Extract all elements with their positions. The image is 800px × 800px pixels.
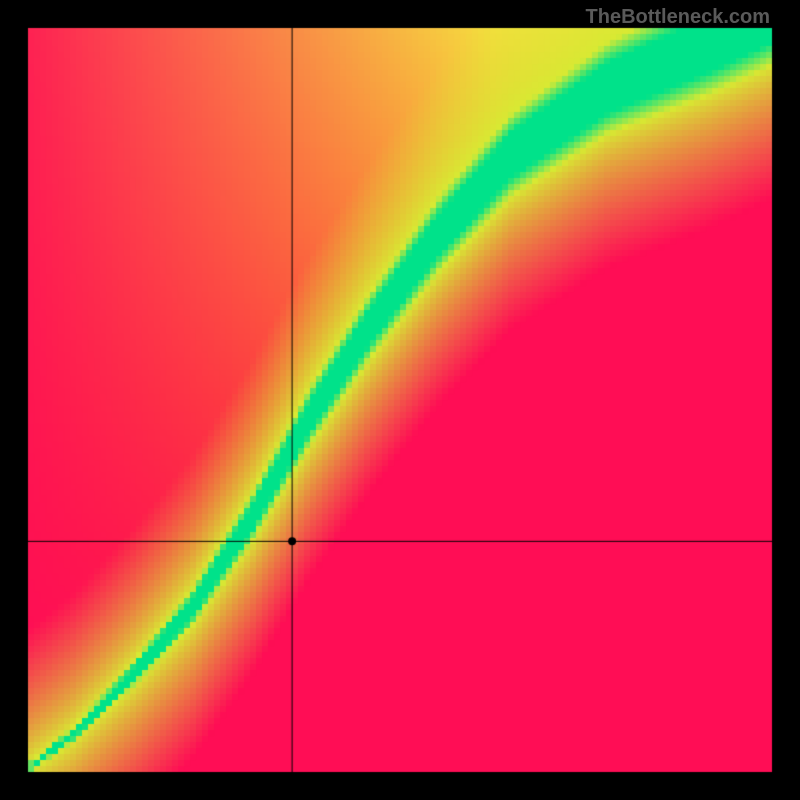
chart-container: TheBottleneck.com: [0, 0, 800, 800]
watermark-text: TheBottleneck.com: [586, 6, 770, 29]
heatmap-canvas: [0, 0, 800, 800]
